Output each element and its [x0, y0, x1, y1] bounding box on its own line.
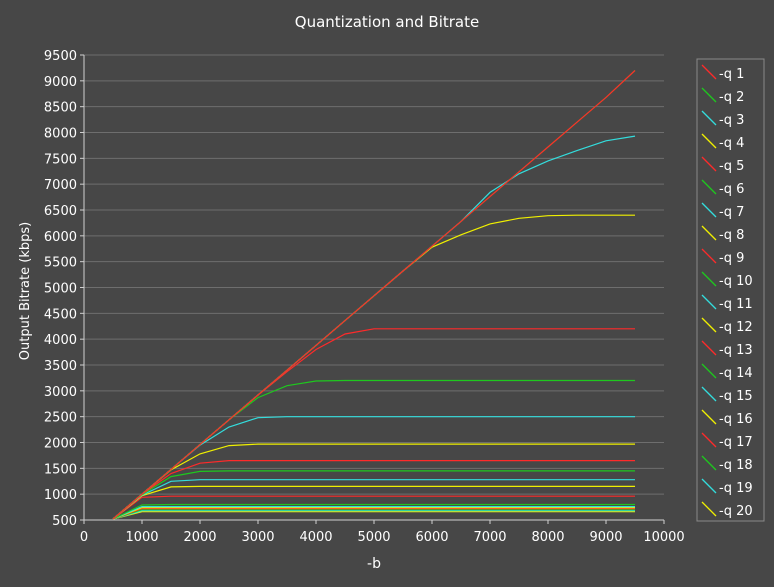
series-line-q17 — [112, 508, 635, 520]
series-line-q5 — [112, 328, 635, 520]
x-tick-label: 5000 — [357, 530, 390, 545]
y-tick-label: 3500 — [44, 359, 77, 374]
legend-swatch-q20 — [701, 501, 717, 517]
legend-label-q9: -q 9 — [719, 251, 744, 266]
x-tick-label: 6000 — [415, 530, 448, 545]
y-tick-label: 5500 — [44, 256, 77, 271]
x-tick-label: 8000 — [531, 530, 564, 545]
legend-label-q14: -q 14 — [719, 366, 753, 381]
x-tick-label: 2000 — [183, 530, 216, 545]
y-tick-label: 500 — [52, 514, 77, 529]
legend-swatch-q14 — [701, 363, 717, 379]
legend-swatch-q11 — [701, 294, 717, 310]
legend-items: -q 1 -q 2 -q 3 -q 4 -q 5 -q 6 -q 7 -q 8 -q 9 -q 1… — [701, 64, 753, 519]
legend-label-q3: -q 3 — [719, 113, 744, 128]
y-tick-label: 4000 — [44, 333, 77, 348]
y-tick-label: 4500 — [44, 307, 77, 322]
series-line-q19 — [112, 510, 635, 520]
legend-swatch-q9 — [701, 248, 717, 264]
series-line-q8 — [112, 443, 635, 520]
y-tick-label: 8000 — [44, 127, 77, 142]
legend-label-q16: -q 16 — [719, 412, 753, 427]
x-tick-label: 3000 — [241, 530, 274, 545]
y-tick-label: 3000 — [44, 385, 77, 400]
legend-swatch-q2 — [701, 87, 717, 103]
legend-swatch-q16 — [701, 409, 717, 425]
legend-label-q6: -q 6 — [719, 182, 744, 197]
series-line-q13 — [112, 495, 635, 520]
series-line-q12 — [112, 485, 635, 520]
y-tick-label: 8500 — [44, 101, 77, 116]
y-tick-label: 5000 — [44, 282, 77, 297]
legend-label-q13: -q 13 — [719, 343, 753, 358]
legend-swatch-q4 — [701, 133, 717, 149]
legend-swatch-q5 — [701, 156, 717, 172]
series-line-q10 — [112, 470, 635, 520]
legend-label-q12: -q 12 — [719, 320, 753, 335]
legend-swatch-q13 — [701, 340, 717, 356]
y-tick-label: 6000 — [44, 230, 77, 245]
series-line-q20 — [112, 511, 635, 520]
legend-swatch-q1 — [701, 64, 717, 80]
series-line-q16 — [112, 507, 635, 520]
legend-swatch-q15 — [701, 386, 717, 402]
y-tick-label: 1000 — [44, 488, 77, 503]
legend-label-q8: -q 8 — [719, 228, 744, 243]
series-line-q3 — [112, 135, 636, 520]
x-tick-label: 0 — [80, 530, 88, 545]
legend-label-q4: -q 4 — [719, 136, 744, 151]
legend-label-q17: -q 17 — [719, 435, 753, 450]
legend-swatch-q3 — [701, 110, 717, 126]
series-line-q1 — [112, 70, 636, 520]
series-line-q11 — [112, 479, 635, 520]
legend-label-q5: -q 5 — [719, 159, 744, 174]
chart-title: Quantization and Bitrate — [295, 13, 479, 31]
legend-swatch-q10 — [701, 271, 717, 287]
legend-label-q10: -q 10 — [719, 274, 753, 289]
legend-swatch-q7 — [701, 202, 717, 218]
legend-label-q11: -q 11 — [719, 297, 753, 312]
legend-label-q2: -q 2 — [719, 90, 744, 105]
y-tick-label: 7000 — [44, 178, 77, 193]
y-tick-label: 2500 — [44, 411, 77, 426]
series-line-q6 — [112, 379, 635, 520]
y-tick-label: 6500 — [44, 204, 77, 219]
legend-label-q15: -q 15 — [719, 389, 753, 404]
legend-label-q20: -q 20 — [719, 504, 753, 519]
x-tick-label: 7000 — [473, 530, 506, 545]
y-tick-label: 7500 — [44, 152, 77, 167]
series-layer — [112, 70, 636, 520]
legend-label-q1: -q 1 — [719, 67, 744, 82]
series-line-q15 — [112, 506, 635, 520]
legend: -q 1 -q 2 -q 3 -q 4 -q 5 -q 6 -q 7 -q 8 -q 9 -q 1… — [696, 58, 765, 522]
legend-box — [696, 58, 765, 522]
series-line-q9 — [112, 460, 635, 520]
x-tick-label: 1000 — [125, 530, 158, 545]
x-tick-label: 9000 — [589, 530, 622, 545]
y-tick-label: 2000 — [44, 437, 77, 452]
legend-swatch-q8 — [701, 225, 717, 241]
legend-label-q18: -q 18 — [719, 458, 753, 473]
legend-label-q19: -q 19 — [719, 481, 753, 496]
x-axis-label: -b — [367, 556, 381, 572]
legend-label-q7: -q 7 — [719, 205, 744, 220]
grid-layer — [84, 54, 664, 521]
legend-swatch-q17 — [701, 432, 717, 448]
x-tick-label: 10000 — [643, 530, 684, 545]
series-line-q18 — [112, 509, 635, 520]
legend-swatch-q6 — [701, 179, 717, 195]
y-tick-label: 9500 — [44, 49, 77, 64]
y-tick-label: 1500 — [44, 462, 77, 477]
axis-layer: 500 1000 1500 2000 2500 3000 3500 4000 4500 5000 5… — [44, 49, 685, 545]
legend-swatch-q12 — [701, 317, 717, 333]
legend-swatch-q18 — [701, 455, 717, 471]
legend-swatch-q19 — [701, 478, 717, 494]
y-tick-label: 9000 — [44, 75, 77, 90]
x-tick-label: 4000 — [299, 530, 332, 545]
series-line-q14 — [112, 503, 635, 520]
y-axis-label: Output Bitrate (kbps) — [18, 222, 33, 360]
